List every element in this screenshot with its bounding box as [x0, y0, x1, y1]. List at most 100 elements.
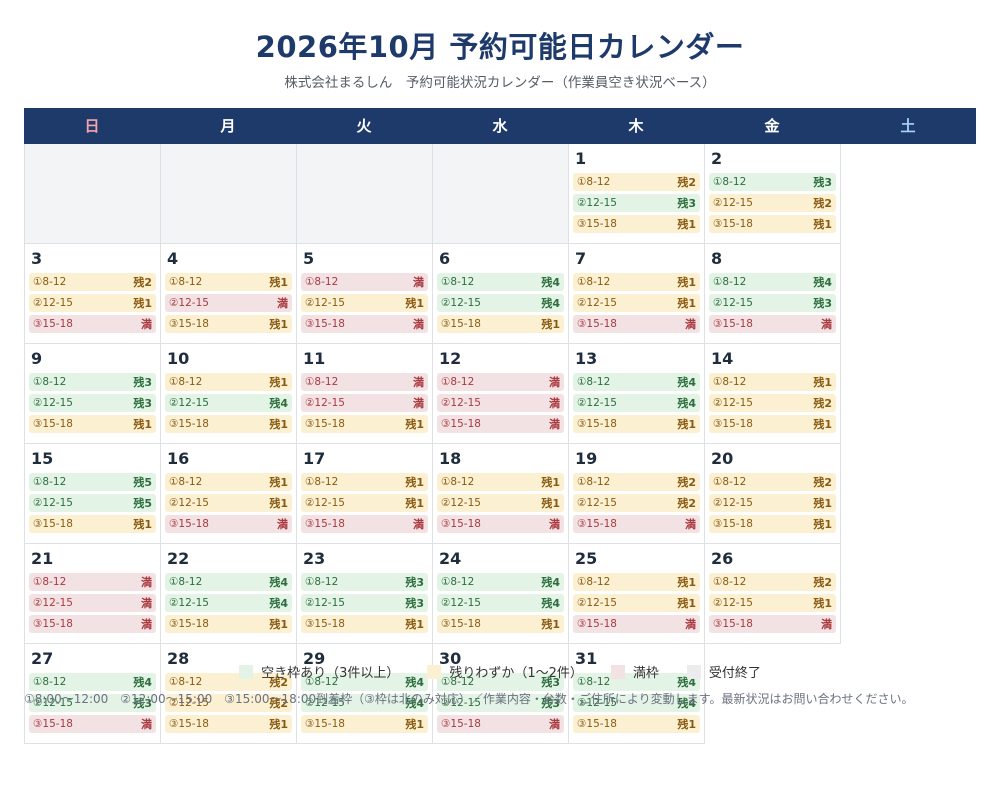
time-slot[interactable]: ③15-18 満 — [29, 615, 156, 633]
time-slot[interactable]: ②12-15 残4 — [573, 694, 700, 712]
day-cell[interactable]: 21 ①8-12 満 ②12-15 満 ③15-18 満 — [25, 544, 161, 644]
time-slot[interactable]: ③15-18 残1 — [301, 415, 428, 433]
time-slot[interactable]: ③15-18 満 — [573, 615, 700, 633]
time-slot[interactable]: ①8-12 残5 — [29, 473, 156, 491]
time-slot[interactable]: ③15-18 残1 — [573, 415, 700, 433]
time-slot[interactable]: ①8-12 残3 — [437, 673, 564, 691]
time-slot[interactable]: ②12-15 残4 — [437, 294, 564, 312]
day-cell[interactable]: 27 ①8-12 残4 ②12-15 残3 ③15-18 満 — [25, 644, 161, 744]
day-cell[interactable]: 2 ①8-12 残3 ②12-15 残2 ③15-18 残1 — [705, 144, 841, 244]
time-slot[interactable]: ③15-18 残1 — [165, 715, 292, 733]
day-cell[interactable]: 15 ①8-12 残5 ②12-15 残5 ③15-18 残1 — [25, 444, 161, 544]
day-cell[interactable]: 24 ①8-12 残4 ②12-15 残4 ③15-18 残1 — [433, 544, 569, 644]
time-slot[interactable]: ③15-18 満 — [29, 715, 156, 733]
time-slot[interactable]: ②12-15 残1 — [709, 494, 836, 512]
day-cell[interactable]: 31 ①8-12 残4 ②12-15 残4 ③15-18 残1 — [569, 644, 705, 744]
time-slot[interactable]: ①8-12 残2 — [709, 473, 836, 491]
day-cell[interactable]: 28 ①8-12 残2 ②12-15 残2 ③15-18 残1 — [161, 644, 297, 744]
time-slot[interactable]: ③15-18 残1 — [437, 315, 564, 333]
time-slot[interactable]: ①8-12 残2 — [29, 273, 156, 291]
time-slot[interactable]: ①8-12 満 — [29, 573, 156, 591]
day-cell[interactable]: 4 ①8-12 残1 ②12-15 満 ③15-18 残1 — [161, 244, 297, 344]
time-slot[interactable]: ①8-12 残1 — [165, 373, 292, 391]
time-slot[interactable]: ②12-15 残4 — [573, 394, 700, 412]
time-slot[interactable]: ①8-12 残2 — [573, 173, 700, 191]
day-cell[interactable]: 26 ①8-12 残2 ②12-15 残1 ③15-18 満 — [705, 544, 841, 644]
day-cell[interactable]: 16 ①8-12 残1 ②12-15 残1 ③15-18 満 — [161, 444, 297, 544]
time-slot[interactable]: ①8-12 残4 — [573, 373, 700, 391]
time-slot[interactable]: ②12-15 残1 — [165, 494, 292, 512]
time-slot[interactable]: ②12-15 残4 — [437, 594, 564, 612]
time-slot[interactable]: ③15-18 残1 — [29, 415, 156, 433]
time-slot[interactable]: ①8-12 残2 — [709, 573, 836, 591]
time-slot[interactable]: ①8-12 残1 — [165, 273, 292, 291]
time-slot[interactable]: ③15-18 満 — [437, 515, 564, 533]
day-cell[interactable]: 19 ①8-12 残2 ②12-15 残2 ③15-18 満 — [569, 444, 705, 544]
time-slot[interactable]: ①8-12 残4 — [709, 273, 836, 291]
time-slot[interactable]: ②12-15 残5 — [29, 494, 156, 512]
time-slot[interactable]: ①8-12 満 — [301, 373, 428, 391]
time-slot[interactable]: ③15-18 残1 — [573, 215, 700, 233]
time-slot[interactable]: ①8-12 残1 — [573, 273, 700, 291]
time-slot[interactable]: ①8-12 残1 — [573, 573, 700, 591]
time-slot[interactable]: ①8-12 残4 — [573, 673, 700, 691]
time-slot[interactable]: ③15-18 満 — [573, 315, 700, 333]
time-slot[interactable]: ②12-15 残3 — [301, 594, 428, 612]
time-slot[interactable]: ②12-15 残1 — [301, 294, 428, 312]
time-slot[interactable]: ①8-12 残3 — [709, 173, 836, 191]
day-cell[interactable]: 7 ①8-12 残1 ②12-15 残1 ③15-18 満 — [569, 244, 705, 344]
day-cell[interactable]: 10 ①8-12 残1 ②12-15 残4 ③15-18 残1 — [161, 344, 297, 444]
time-slot[interactable]: ②12-15 満 — [437, 394, 564, 412]
time-slot[interactable]: ③15-18 残1 — [301, 615, 428, 633]
day-cell[interactable]: 11 ①8-12 満 ②12-15 満 ③15-18 残1 — [297, 344, 433, 444]
time-slot[interactable]: ②12-15 残3 — [573, 194, 700, 212]
time-slot[interactable]: ①8-12 残4 — [301, 673, 428, 691]
time-slot[interactable]: ②12-15 残4 — [165, 594, 292, 612]
time-slot[interactable]: ③15-18 残1 — [165, 615, 292, 633]
time-slot[interactable]: ②12-15 満 — [29, 594, 156, 612]
time-slot[interactable]: ①8-12 残4 — [165, 573, 292, 591]
time-slot[interactable]: ①8-12 残1 — [709, 373, 836, 391]
time-slot[interactable]: ③15-18 残1 — [301, 715, 428, 733]
time-slot[interactable]: ②12-15 残1 — [29, 294, 156, 312]
day-cell[interactable]: 25 ①8-12 残1 ②12-15 残1 ③15-18 満 — [569, 544, 705, 644]
time-slot[interactable]: ②12-15 満 — [301, 394, 428, 412]
day-cell[interactable]: 17 ①8-12 残1 ②12-15 残1 ③15-18 満 — [297, 444, 433, 544]
time-slot[interactable]: ②12-15 残3 — [29, 694, 156, 712]
day-cell[interactable]: 1 ①8-12 残2 ②12-15 残3 ③15-18 残1 — [569, 144, 705, 244]
time-slot[interactable]: ③15-18 満 — [709, 615, 836, 633]
time-slot[interactable]: ②12-15 残2 — [165, 694, 292, 712]
time-slot[interactable]: ①8-12 残4 — [437, 273, 564, 291]
time-slot[interactable]: ②12-15 残3 — [709, 294, 836, 312]
day-cell[interactable]: 3 ①8-12 残2 ②12-15 残1 ③15-18 満 — [25, 244, 161, 344]
time-slot[interactable]: ②12-15 残4 — [165, 394, 292, 412]
day-cell[interactable]: 22 ①8-12 残4 ②12-15 残4 ③15-18 残1 — [161, 544, 297, 644]
time-slot[interactable]: ②12-15 残2 — [573, 494, 700, 512]
time-slot[interactable]: ①8-12 残1 — [437, 473, 564, 491]
time-slot[interactable]: ①8-12 残2 — [573, 473, 700, 491]
time-slot[interactable]: ③15-18 満 — [301, 315, 428, 333]
time-slot[interactable]: ②12-15 残2 — [709, 394, 836, 412]
time-slot[interactable]: ①8-12 残4 — [437, 573, 564, 591]
time-slot[interactable]: ②12-15 残1 — [437, 494, 564, 512]
time-slot[interactable]: ①8-12 残3 — [301, 573, 428, 591]
time-slot[interactable]: ②12-15 残3 — [29, 394, 156, 412]
time-slot[interactable]: ①8-12 残1 — [301, 473, 428, 491]
time-slot[interactable]: ③15-18 満 — [437, 715, 564, 733]
time-slot[interactable]: ①8-12 残1 — [165, 473, 292, 491]
time-slot[interactable]: ③15-18 残1 — [29, 515, 156, 533]
day-cell[interactable]: 9 ①8-12 残3 ②12-15 残3 ③15-18 残1 — [25, 344, 161, 444]
day-cell[interactable]: 14 ①8-12 残1 ②12-15 残2 ③15-18 残1 — [705, 344, 841, 444]
time-slot[interactable]: ①8-12 残2 — [165, 673, 292, 691]
time-slot[interactable]: ①8-12 残4 — [29, 673, 156, 691]
time-slot[interactable]: ①8-12 残3 — [29, 373, 156, 391]
day-cell[interactable]: 12 ①8-12 満 ②12-15 満 ③15-18 満 — [433, 344, 569, 444]
time-slot[interactable]: ③15-18 満 — [165, 515, 292, 533]
day-cell[interactable]: 23 ①8-12 残3 ②12-15 残3 ③15-18 残1 — [297, 544, 433, 644]
time-slot[interactable]: ②12-15 残1 — [573, 294, 700, 312]
time-slot[interactable]: ②12-15 残4 — [301, 694, 428, 712]
time-slot[interactable]: ②12-15 満 — [165, 294, 292, 312]
time-slot[interactable]: ①8-12 満 — [437, 373, 564, 391]
time-slot[interactable]: ③15-18 残1 — [437, 615, 564, 633]
time-slot[interactable]: ③15-18 残1 — [165, 315, 292, 333]
